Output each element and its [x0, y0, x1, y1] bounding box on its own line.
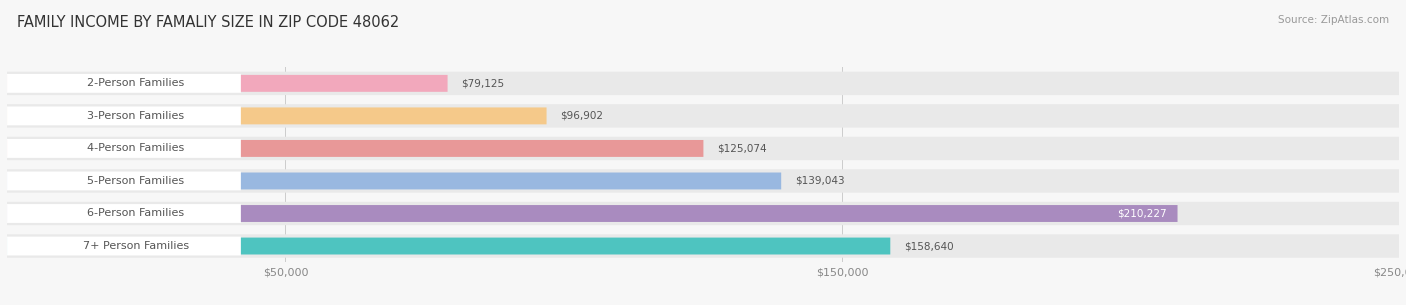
Text: 4-Person Families: 4-Person Families	[87, 143, 184, 153]
Text: Source: ZipAtlas.com: Source: ZipAtlas.com	[1278, 15, 1389, 25]
FancyBboxPatch shape	[7, 169, 1399, 193]
Text: $79,125: $79,125	[461, 78, 505, 88]
FancyBboxPatch shape	[7, 202, 1399, 225]
Text: $139,043: $139,043	[796, 176, 845, 186]
Text: $125,074: $125,074	[717, 143, 766, 153]
FancyBboxPatch shape	[7, 237, 240, 256]
FancyBboxPatch shape	[7, 234, 1399, 258]
FancyBboxPatch shape	[7, 140, 703, 157]
FancyBboxPatch shape	[7, 75, 447, 92]
Text: 6-Person Families: 6-Person Families	[87, 209, 184, 218]
Text: 2-Person Families: 2-Person Families	[87, 78, 184, 88]
FancyBboxPatch shape	[7, 171, 240, 190]
FancyBboxPatch shape	[7, 238, 890, 254]
Text: $96,902: $96,902	[561, 111, 603, 121]
FancyBboxPatch shape	[7, 139, 240, 158]
FancyBboxPatch shape	[7, 173, 782, 189]
Text: FAMILY INCOME BY FAMALIY SIZE IN ZIP CODE 48062: FAMILY INCOME BY FAMALIY SIZE IN ZIP COD…	[17, 15, 399, 30]
Text: 7+ Person Families: 7+ Person Families	[83, 241, 188, 251]
Text: 3-Person Families: 3-Person Families	[87, 111, 184, 121]
Text: 5-Person Families: 5-Person Families	[87, 176, 184, 186]
FancyBboxPatch shape	[7, 104, 1399, 127]
FancyBboxPatch shape	[7, 204, 240, 223]
FancyBboxPatch shape	[7, 106, 240, 125]
FancyBboxPatch shape	[7, 205, 1177, 222]
FancyBboxPatch shape	[7, 74, 240, 93]
FancyBboxPatch shape	[7, 137, 1399, 160]
Text: $158,640: $158,640	[904, 241, 953, 251]
FancyBboxPatch shape	[7, 72, 1399, 95]
Text: $210,227: $210,227	[1116, 209, 1167, 218]
FancyBboxPatch shape	[7, 107, 547, 124]
